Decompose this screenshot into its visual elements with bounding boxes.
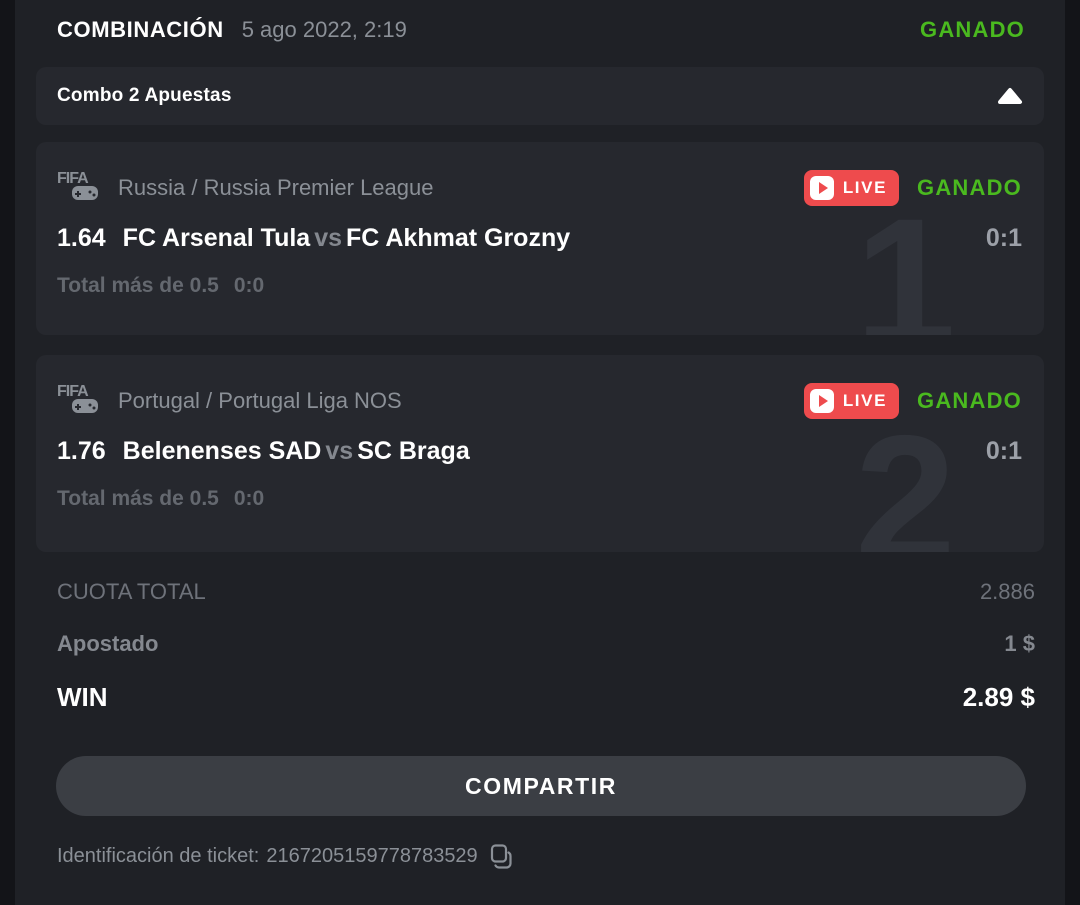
stake-value: 1 $	[1004, 631, 1035, 656]
copy-icon[interactable]	[489, 843, 513, 870]
bet-status-group: LIVE GANADO	[803, 169, 1022, 206]
ticket-id-label: Identificación de ticket:	[57, 845, 260, 867]
svg-text:FIFA: FIFA	[57, 170, 89, 187]
league-name: Portugal / Portugal Liga NOS	[118, 387, 402, 413]
live-badge: LIVE	[803, 382, 900, 419]
bet-index-watermark: 2	[854, 397, 956, 552]
combo-header[interactable]: Combo 2 Apuestas	[36, 67, 1044, 125]
bet-card-2: 2 FIFA Portugal / Portugal Liga NOS	[36, 355, 1044, 552]
bet-selection-row: 1.76 Belenenses SAD vs SC Braga 0:1	[57, 437, 1022, 466]
play-icon	[809, 175, 834, 200]
match-teams: Belenenses SAD vs SC Braga	[123, 437, 470, 466]
share-button[interactable]: COMPARTIR	[56, 756, 1026, 816]
match-score: 0:1	[985, 437, 1022, 465]
bet-odds: 1.64	[57, 224, 106, 252]
bet-status-badge: GANADO	[917, 387, 1022, 413]
bet-status-group: LIVE GANADO	[803, 382, 1022, 419]
vs-label: vs	[314, 224, 343, 252]
vs-label: vs	[325, 437, 354, 465]
live-label: LIVE	[842, 177, 888, 197]
stake-label: Apostado	[57, 631, 159, 656]
ticket-id-row: Identificación de ticket: 21672051597787…	[57, 843, 1025, 870]
bet-market-row: Total más de 0.5 0:0	[57, 487, 1022, 511]
chevron-up-icon	[997, 87, 1023, 105]
match-score: 0:1	[985, 224, 1022, 252]
away-team: FC Akhmat Grozny	[346, 224, 571, 252]
win-label: WIN	[57, 682, 108, 712]
total-odds-value: 2.886	[979, 579, 1035, 604]
bet-league-row: FIFA Portugal / Portugal Liga NOS LIVE G…	[57, 381, 1022, 420]
play-icon	[809, 388, 834, 413]
bet-card-1: 1 FIFA Russia / Russia Premier League	[36, 142, 1044, 335]
ticket-status-badge: GANADO	[920, 17, 1025, 42]
svg-text:FIFA: FIFA	[57, 383, 89, 400]
market-name: Total más de 0.5	[57, 487, 219, 510]
ticket-summary: CUOTA TOTAL 2.886 Apostado 1 $ WIN 2.89 …	[36, 579, 1044, 713]
right-backdrop-strip	[1065, 0, 1080, 905]
ticket-date: 5 ago 2022, 2:19	[241, 17, 407, 42]
ticket-content: COMBINACIÓN 5 ago 2022, 2:19 GANADO Comb…	[36, 0, 1044, 870]
bet-market-row: Total más de 0.5 0:0	[57, 274, 1022, 298]
ticket-id-value: 2167205159778783529	[266, 845, 478, 867]
market-score: 0:0	[233, 274, 265, 297]
league-name: Russia / Russia Premier League	[118, 174, 434, 200]
bet-status-badge: GANADO	[917, 174, 1022, 200]
fifa-esports-icon: FIFA	[57, 381, 107, 420]
bet-odds: 1.76	[57, 437, 106, 465]
total-odds-row: CUOTA TOTAL 2.886	[57, 579, 1035, 605]
market-name: Total más de 0.5	[57, 274, 219, 297]
combo-label: Combo 2 Apuestas	[57, 85, 232, 106]
away-team: SC Braga	[357, 437, 470, 465]
left-backdrop-strip	[0, 0, 15, 905]
bet-league-row: FIFA Russia / Russia Premier League LIVE…	[57, 168, 1022, 207]
ticket-header: COMBINACIÓN 5 ago 2022, 2:19 GANADO	[36, 0, 1044, 43]
market-score: 0:0	[233, 487, 265, 510]
live-label: LIVE	[842, 390, 888, 410]
fifa-esports-icon: FIFA	[57, 168, 107, 207]
bet-selection-row: 1.64 FC Arsenal Tula vs FC Akhmat Grozny 0…	[57, 224, 1022, 253]
win-row: WIN 2.89 $	[57, 682, 1035, 713]
win-value: 2.89 $	[962, 682, 1035, 712]
total-odds-label: CUOTA TOTAL	[57, 579, 206, 604]
ticket-type-title: COMBINACIÓN	[57, 17, 224, 42]
stake-row: Apostado 1 $	[57, 631, 1035, 657]
home-team: FC Arsenal Tula	[122, 224, 311, 252]
bet-index-watermark: 1	[854, 180, 956, 335]
live-badge: LIVE	[803, 169, 900, 206]
match-teams: FC Arsenal Tula vs FC Akhmat Grozny	[123, 224, 570, 253]
home-team: Belenenses SAD	[122, 437, 322, 465]
